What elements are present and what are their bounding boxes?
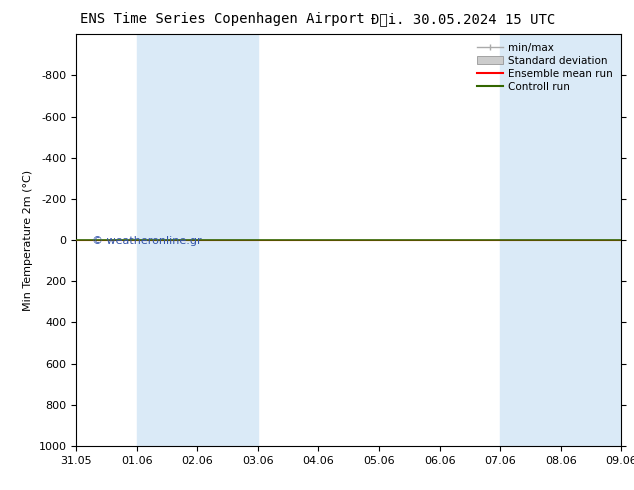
Text: © weatheronline.gr: © weatheronline.gr — [93, 236, 202, 246]
Text: Đải. 30.05.2024 15 UTC: Đải. 30.05.2024 15 UTC — [371, 12, 555, 26]
Bar — [560, 34, 621, 446]
Bar — [137, 34, 197, 446]
Bar — [197, 34, 258, 446]
Y-axis label: Min Temperature 2m (°C): Min Temperature 2m (°C) — [23, 170, 33, 311]
Bar — [500, 34, 560, 446]
Legend: min/max, Standard deviation, Ensemble mean run, Controll run: min/max, Standard deviation, Ensemble me… — [474, 40, 616, 95]
Text: ENS Time Series Copenhagen Airport: ENS Time Series Copenhagen Airport — [79, 12, 365, 26]
